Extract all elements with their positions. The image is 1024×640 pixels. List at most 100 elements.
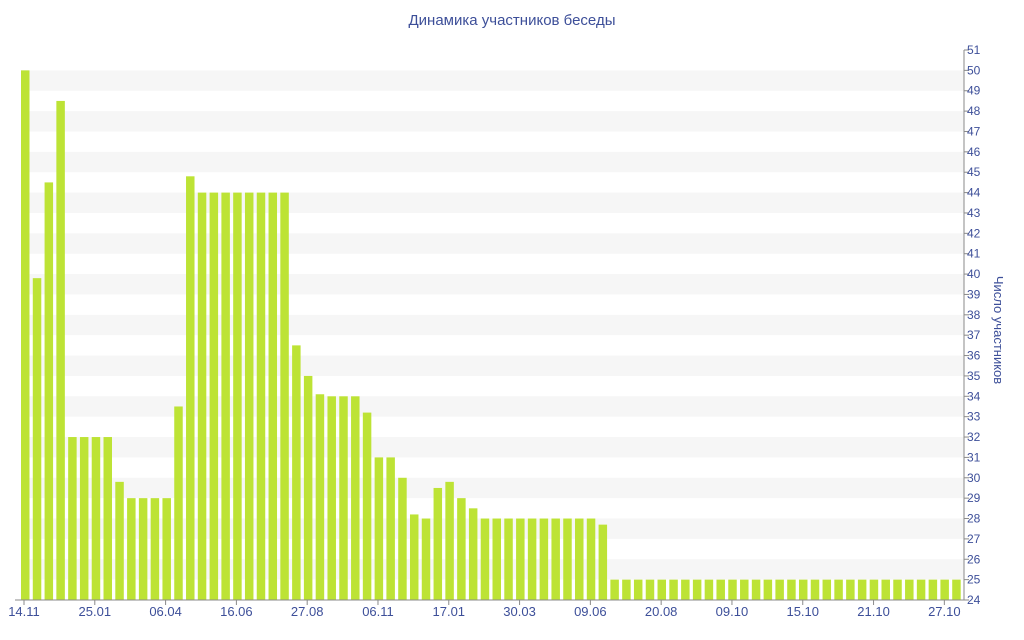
bar xyxy=(209,192,219,600)
bar xyxy=(398,477,407,600)
bar xyxy=(433,487,443,600)
x-axis: 14.11 25.01 06.04 16.06 27.08 06.11 17.01 30.03… xyxy=(8,599,964,619)
bar xyxy=(244,192,254,600)
bar xyxy=(822,579,832,600)
bar xyxy=(598,524,608,600)
y-tick-label: 29 xyxy=(967,491,981,505)
y-tick-label: 25 xyxy=(967,573,981,587)
y-tick-label: 40 xyxy=(967,267,981,281)
bar xyxy=(457,498,466,600)
y-tick-label: 48 xyxy=(967,104,981,118)
y-tick-label: 43 xyxy=(967,206,981,220)
bar xyxy=(492,518,501,600)
y-axis-label: Число участников xyxy=(991,276,1006,384)
bar xyxy=(280,192,289,600)
bar xyxy=(138,498,148,600)
y-tick-label: 47 xyxy=(967,124,981,138)
grid-band xyxy=(21,192,964,213)
bar xyxy=(516,518,525,600)
y-tick-label: 31 xyxy=(967,450,981,464)
y-tick-label: 34 xyxy=(967,389,981,403)
bar xyxy=(539,518,549,600)
bar xyxy=(940,579,949,600)
bar xyxy=(881,579,890,600)
bar xyxy=(575,518,584,600)
y-axis: 24 25 26 27 28 29 30 31 32 33 34 35 36 37 38 39 40 41 42 43… xyxy=(963,43,981,607)
bar xyxy=(421,518,431,600)
bar xyxy=(362,412,372,600)
bar xyxy=(893,579,902,600)
y-tick-label: 46 xyxy=(967,145,981,159)
y-tick-label: 41 xyxy=(967,247,981,261)
y-tick-label: 39 xyxy=(967,287,981,301)
bar xyxy=(716,579,725,600)
x-tick-label: 17.01 xyxy=(433,604,466,619)
y-tick-label: 28 xyxy=(967,512,981,526)
bar xyxy=(91,437,101,600)
bar xyxy=(787,579,796,600)
bar xyxy=(610,579,619,600)
y-tick-label: 49 xyxy=(967,84,981,98)
x-tick-label: 06.04 xyxy=(149,604,182,619)
x-tick-label: 14.11 xyxy=(8,604,40,619)
y-tick-label: 42 xyxy=(967,226,981,240)
grid-band xyxy=(21,274,964,295)
grid-band xyxy=(21,151,964,173)
bar xyxy=(928,579,938,600)
y-tick-label: 51 xyxy=(967,43,981,57)
bar xyxy=(32,278,42,600)
x-tick-label: 21.10 xyxy=(857,604,890,619)
x-tick-label: 09.06 xyxy=(574,604,607,619)
bar xyxy=(633,579,643,600)
x-tick-label: 16.06 xyxy=(220,604,253,619)
bar xyxy=(645,579,655,600)
x-tick-label: 06.11 xyxy=(362,604,394,619)
y-tick-label: 45 xyxy=(967,165,981,179)
bar xyxy=(751,579,761,600)
bar xyxy=(563,518,572,600)
bar xyxy=(386,457,395,600)
bar xyxy=(162,498,171,600)
bar xyxy=(315,394,325,600)
x-tick-label: 20.08 xyxy=(645,604,678,619)
bar xyxy=(268,192,278,600)
y-tick-label: 26 xyxy=(967,552,981,566)
grid-band xyxy=(21,396,964,417)
bar xyxy=(233,192,242,600)
chart-title: Динамика участников беседы xyxy=(408,12,616,29)
y-tick-label: 24 xyxy=(967,593,981,607)
bar xyxy=(303,375,313,600)
bar xyxy=(68,437,77,600)
bar xyxy=(798,579,808,600)
bar xyxy=(692,579,702,600)
bar xyxy=(586,518,596,600)
bar xyxy=(292,345,301,600)
bar xyxy=(916,579,926,600)
bar xyxy=(186,176,195,601)
bar xyxy=(504,518,513,600)
y-tick-label: 38 xyxy=(967,308,981,322)
bar xyxy=(468,508,478,600)
x-tick-label: 09.10 xyxy=(716,604,749,619)
bar xyxy=(21,70,30,601)
bar xyxy=(551,518,560,600)
y-tick-label: 50 xyxy=(967,63,981,77)
y-tick-label: 27 xyxy=(967,532,981,546)
grid-band xyxy=(21,233,964,254)
y-tick-label: 32 xyxy=(967,430,981,444)
y-tick-label: 35 xyxy=(967,369,981,383)
bar xyxy=(56,100,65,601)
bar xyxy=(869,579,879,600)
bar xyxy=(622,579,631,600)
bar xyxy=(150,498,160,600)
bar xyxy=(127,498,136,600)
y-tick-label: 37 xyxy=(967,328,981,342)
bar xyxy=(79,437,89,600)
y-tick-label: 44 xyxy=(967,186,981,200)
y-tick-label: 30 xyxy=(967,471,981,485)
x-tick-label: 30.03 xyxy=(503,604,536,619)
bar xyxy=(846,579,855,600)
bar xyxy=(681,579,690,600)
